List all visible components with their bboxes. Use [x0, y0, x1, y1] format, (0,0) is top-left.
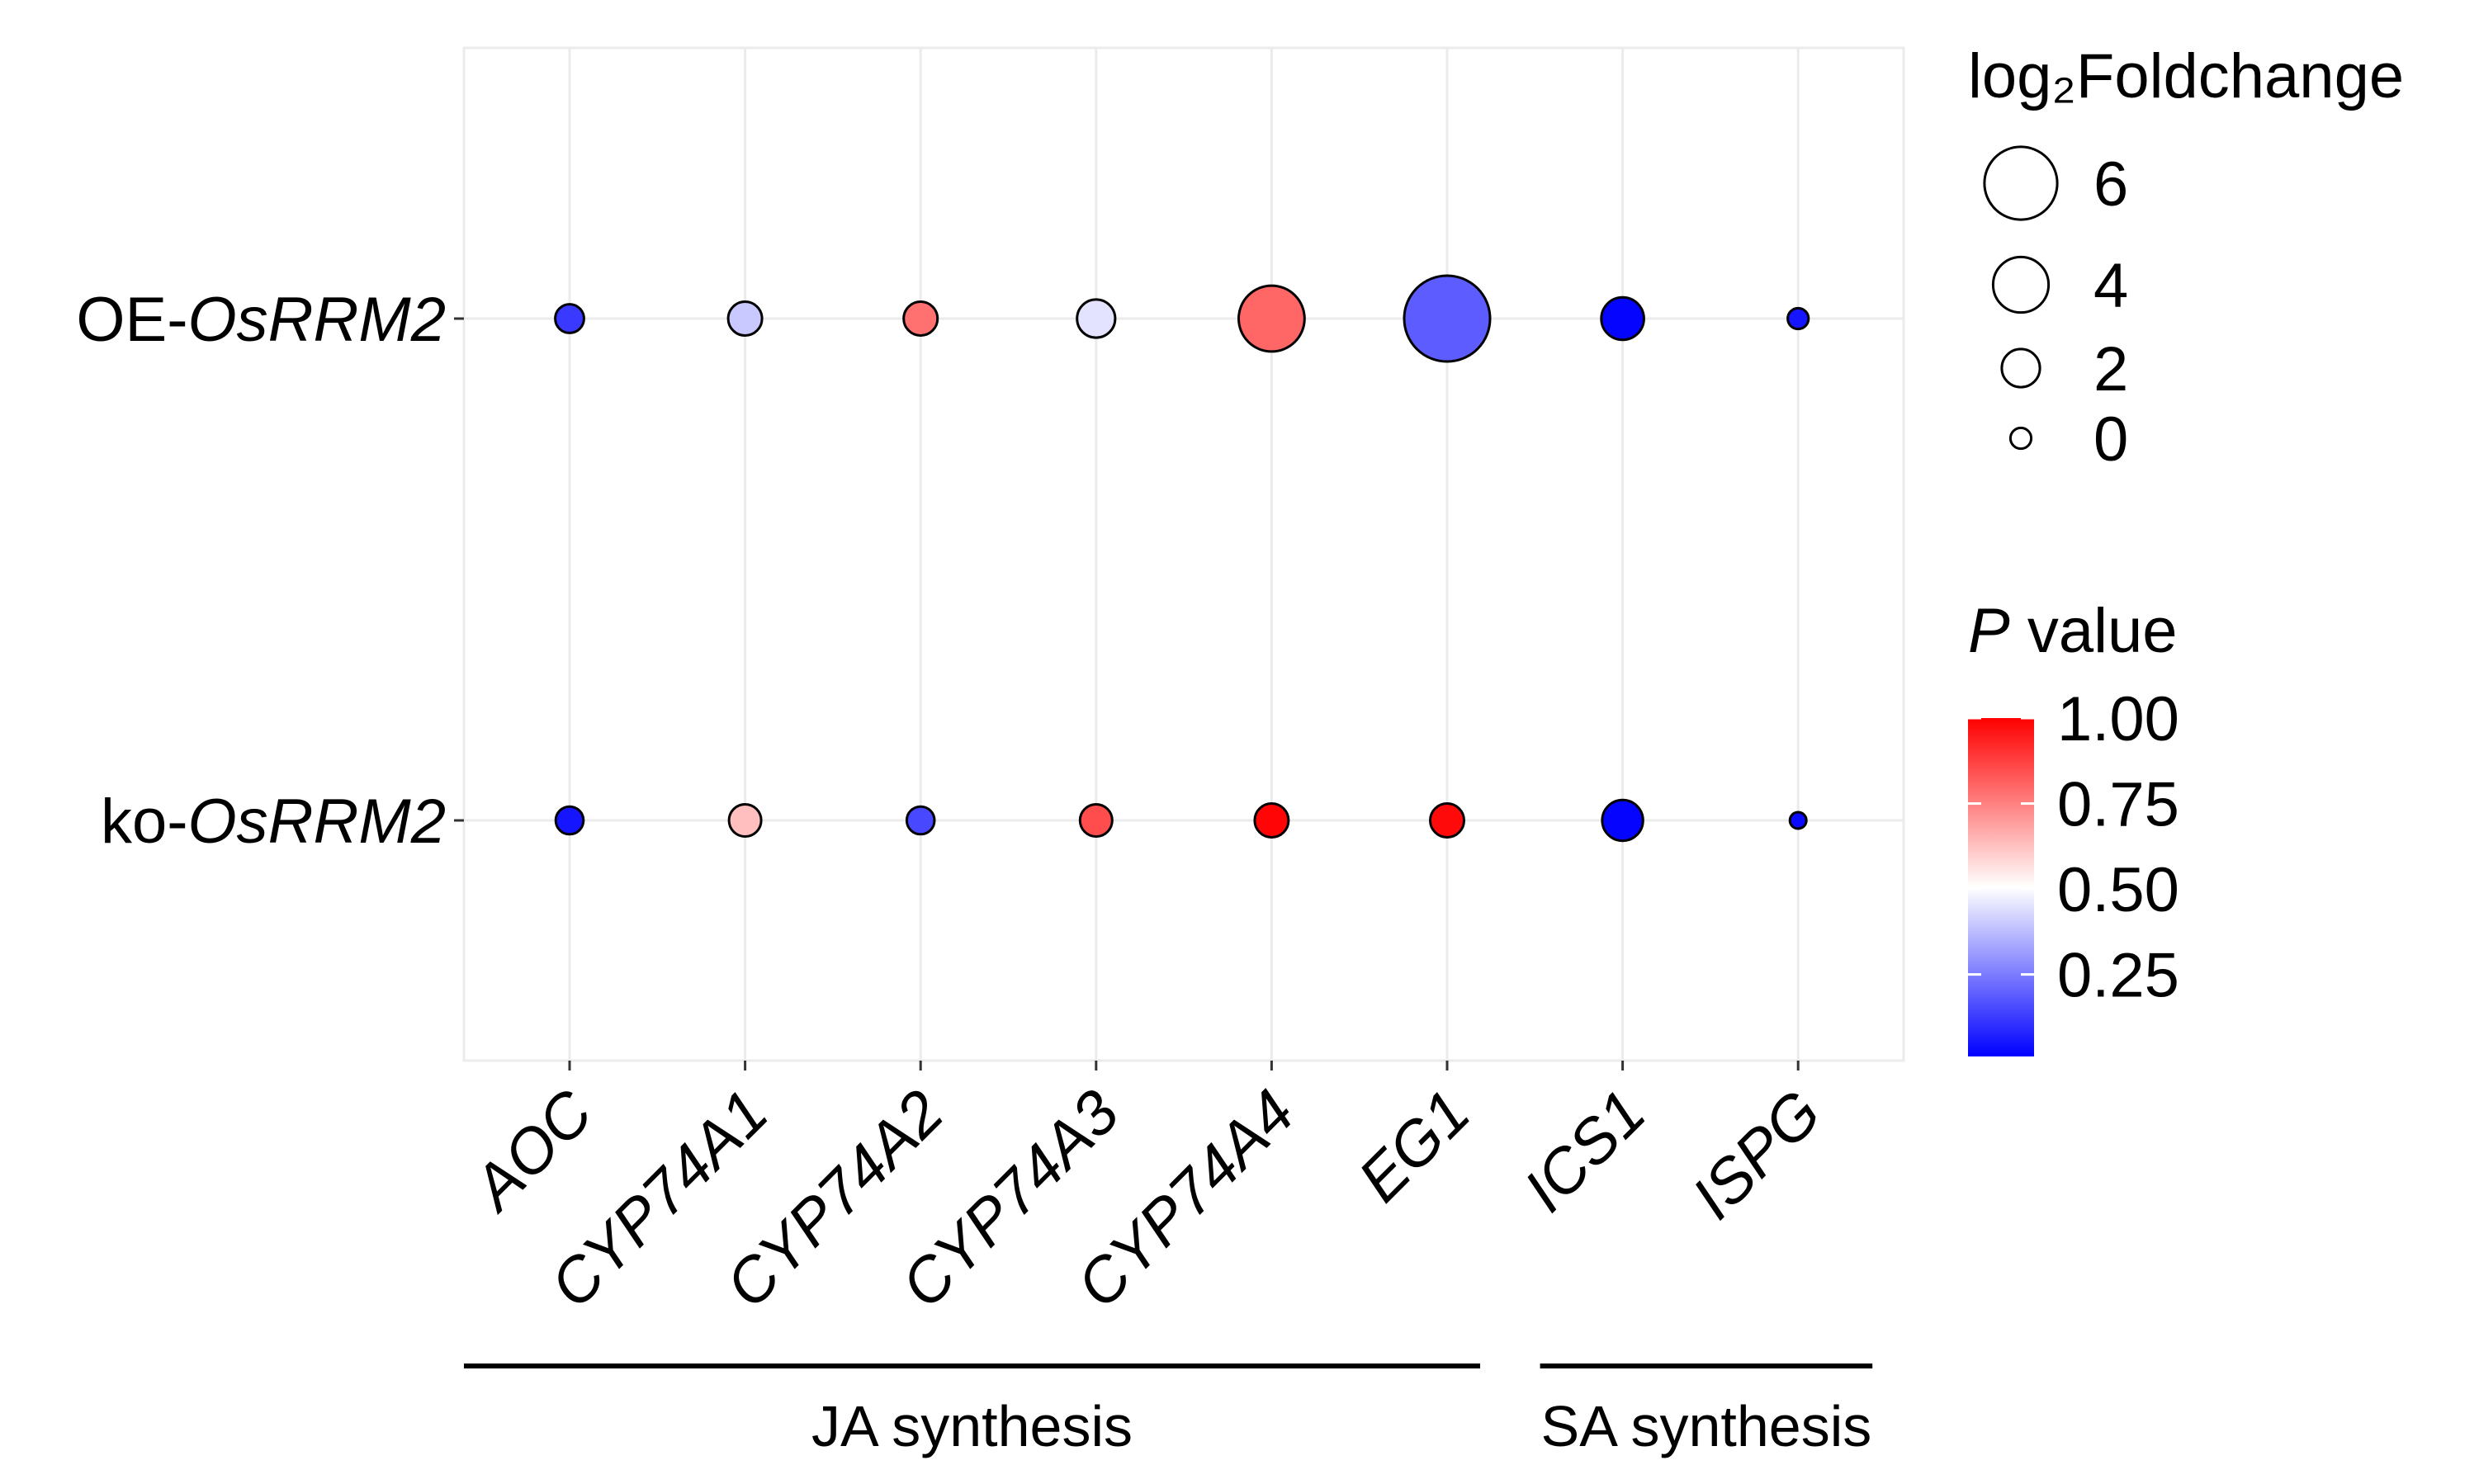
color-legend-title-italic: P [1968, 596, 2010, 666]
color-legend-label: 0.25 [2057, 941, 2179, 1011]
bubble-point [1429, 802, 1465, 839]
bubble-point [554, 303, 585, 334]
bubble-point [1078, 803, 1114, 838]
bubble-point [1786, 306, 1810, 331]
bubble-point [902, 300, 939, 337]
size-legend-circle [1983, 145, 2059, 221]
bubble-point [1601, 798, 1644, 843]
bubble-point [1788, 811, 1808, 830]
bubble-point [1253, 802, 1290, 839]
size-legend-circle [2000, 347, 2041, 389]
color-legend-label: 1.00 [2057, 684, 2179, 754]
x-tick-label: ISPG [1679, 1077, 1835, 1233]
size-legend-label: 4 [2093, 251, 2128, 321]
bubble-point [1237, 284, 1306, 353]
x-tick-label: ICS1 [1511, 1077, 1659, 1226]
bubble-point [905, 805, 936, 836]
y-tick-label: ko-OsRRM2 [101, 787, 446, 857]
group-label: JA synthesis [811, 1394, 1133, 1458]
color-legend-label: 0.50 [2057, 855, 2179, 925]
x-tick-label: EG1 [1345, 1077, 1483, 1216]
color-legend-label: 0.75 [2057, 770, 2179, 840]
color-legend-title-rest: value [2010, 596, 2178, 666]
y-axis-labels: OE-OsRRM2 ko-OsRRM2 [76, 285, 464, 857]
bubble-point [1600, 295, 1645, 342]
y-tick-label: OE-OsRRM2 [76, 285, 446, 355]
size-legend-circle [2008, 426, 2033, 451]
color-legend-title: P value [1968, 596, 2178, 666]
size-legend-title: log₂Foldchange [1968, 41, 2404, 111]
size-legend: log₂Foldchange 6 4 20 [1968, 41, 2404, 475]
bubble-point [727, 803, 763, 838]
size-legend-label: 6 [2093, 149, 2128, 220]
bubble-point [1076, 298, 1117, 339]
data-points [554, 274, 1810, 843]
size-legend-circle [1991, 255, 2051, 314]
bubble-point [554, 805, 585, 836]
panel-background [462, 46, 1905, 1062]
x-tick-label: AOC [458, 1076, 607, 1225]
bubble-point [726, 300, 764, 337]
color-legend: P value 1.00 0.75 0.50 0.25 [1968, 596, 2179, 1056]
size-legend-label: 2 [2093, 334, 2128, 404]
group-label: SA synthesis [1541, 1394, 1872, 1458]
size-legend-label: 0 [2093, 404, 2128, 475]
color-legend-bar [1968, 718, 2034, 1056]
bubble-point [1403, 274, 1492, 363]
plot-panel [462, 46, 1905, 1062]
gene-group-brackets: JA synthesis SA synthesis [464, 1363, 1873, 1458]
